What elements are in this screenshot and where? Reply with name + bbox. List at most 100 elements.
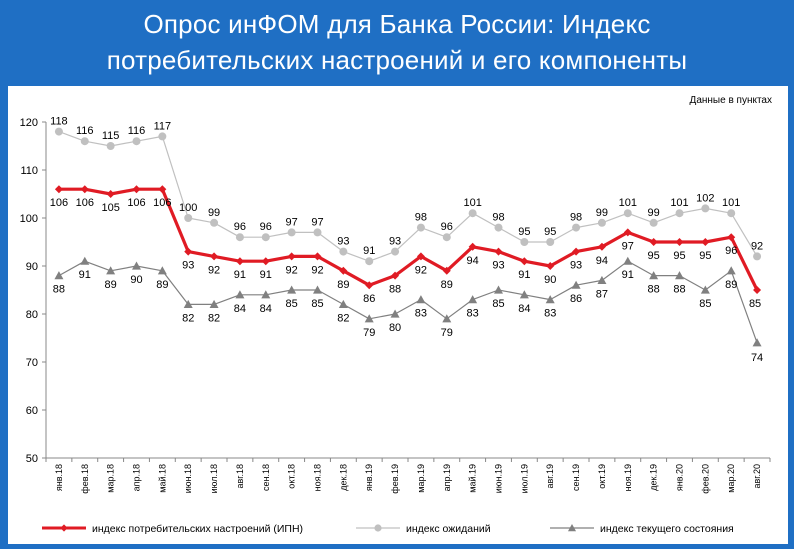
- data-label: 90: [130, 274, 142, 286]
- expectations-marker: [158, 132, 167, 141]
- ipn-marker: [572, 247, 581, 256]
- series-markers: [54, 127, 762, 347]
- data-label: 89: [725, 279, 737, 291]
- data-label: 97: [622, 240, 634, 252]
- data-label: 96: [441, 221, 453, 233]
- data-label: 96: [260, 221, 272, 233]
- expectations-marker: [727, 209, 736, 218]
- expectations-marker: [597, 218, 606, 227]
- expectations-marker: [753, 252, 762, 261]
- data-label: 89: [337, 279, 349, 291]
- data-label: 97: [286, 216, 298, 228]
- current-state-marker: [261, 290, 271, 299]
- data-label: 92: [208, 264, 220, 276]
- ipn-marker: [701, 238, 710, 246]
- data-label: 89: [105, 279, 117, 291]
- current-state-marker: [132, 261, 141, 270]
- x-tick-label: апр.18: [132, 464, 142, 491]
- data-label: 99: [208, 207, 220, 219]
- current-state-marker: [726, 266, 736, 275]
- expectations-marker: [132, 137, 141, 146]
- data-label: 106: [50, 197, 68, 209]
- data-label: 83: [415, 308, 427, 320]
- expectations-marker: [235, 233, 244, 242]
- ipn-marker: [158, 185, 167, 194]
- data-label: 86: [363, 293, 375, 305]
- data-label: 88: [389, 284, 401, 296]
- data-label: 95: [699, 250, 711, 262]
- data-label: 115: [102, 130, 120, 142]
- data-label: 86: [570, 293, 582, 305]
- data-label: 91: [622, 269, 634, 281]
- data-label: 79: [441, 327, 453, 339]
- current-state-marker: [519, 290, 529, 299]
- x-tick-label: янв.18: [54, 464, 64, 491]
- data-label: 95: [673, 250, 685, 262]
- ipn-marker: [520, 257, 529, 266]
- chart-title-line-1: Опрос инФОМ для Банка России: Индекс: [143, 9, 651, 39]
- data-label: 93: [182, 260, 194, 272]
- ipn-marker: [727, 233, 736, 242]
- x-tick-label: авг.20: [752, 464, 762, 488]
- units-note: Данные в пунктах: [690, 95, 772, 106]
- data-label: 101: [670, 197, 688, 209]
- x-tick-label: мар.18: [106, 464, 116, 493]
- data-label: 91: [79, 269, 91, 281]
- ipn-marker: [80, 185, 89, 194]
- data-label: 106: [153, 197, 171, 209]
- current-state-marker: [545, 295, 555, 304]
- data-label: 96: [234, 221, 246, 233]
- data-label: 118: [50, 116, 68, 128]
- expectations-marker: [468, 209, 477, 218]
- expectations-marker: [261, 233, 270, 242]
- x-tick-label: мар.20: [726, 464, 736, 493]
- data-label: 93: [337, 236, 349, 248]
- data-label: 88: [53, 284, 65, 296]
- data-label: 100: [179, 202, 197, 214]
- line-chart: Данные в пунктах 50 60 70 80 90 100 110 120 янв.…: [20, 95, 772, 535]
- x-tick-label: июл.18: [209, 464, 219, 493]
- data-label: 93: [492, 260, 504, 272]
- ipn-marker: [623, 228, 632, 237]
- y-tick-label: 80: [26, 309, 38, 321]
- current-state-marker: [287, 285, 297, 294]
- series-line-1: [58, 131, 758, 262]
- data-label: 101: [619, 197, 637, 209]
- expectations-marker: [675, 209, 684, 218]
- y-tick-label: 100: [20, 213, 38, 225]
- ipn-marker: [416, 252, 425, 261]
- ipn-marker: [210, 252, 219, 261]
- data-label: 105: [101, 202, 119, 214]
- legend-label: индекс ожиданий: [406, 523, 491, 535]
- current-state-marker: [313, 285, 322, 294]
- data-label: 89: [441, 279, 453, 291]
- current-state-marker: [80, 256, 90, 265]
- data-label: 95: [518, 226, 530, 238]
- x-tick-label: дек.18: [338, 464, 348, 491]
- current-state-marker: [54, 271, 64, 280]
- expectations-marker: [287, 228, 296, 237]
- expectations-marker: [701, 204, 710, 213]
- data-label: 95: [648, 250, 660, 262]
- data-label: 82: [208, 312, 220, 324]
- current-state-marker: [494, 285, 503, 294]
- data-labels: 106 106 105 106 106 93 92 91 91 92 92 89 86 88 92 89 94 9…: [50, 116, 763, 364]
- current-state-marker: [235, 290, 245, 299]
- ipn-marker: [287, 252, 296, 261]
- current-state-marker: [183, 299, 193, 308]
- legend-label: индекс потребительских настроений (ИПН): [92, 523, 303, 535]
- data-label: 99: [596, 207, 608, 219]
- data-label: 117: [154, 120, 172, 132]
- data-label: 85: [749, 298, 761, 310]
- expectations-marker: [623, 209, 632, 218]
- expectations-marker: [184, 214, 193, 222]
- series-line-2: [58, 260, 758, 344]
- data-label: 106: [76, 197, 94, 209]
- expectations-marker: [365, 257, 374, 266]
- x-tick-label: сен.19: [571, 464, 581, 491]
- data-label: 89: [156, 279, 168, 291]
- data-label: 116: [76, 125, 94, 137]
- data-label: 84: [518, 303, 530, 315]
- legend: индекс потребительских настроений (ИПН) и…: [42, 523, 734, 535]
- ipn-marker: [235, 257, 244, 266]
